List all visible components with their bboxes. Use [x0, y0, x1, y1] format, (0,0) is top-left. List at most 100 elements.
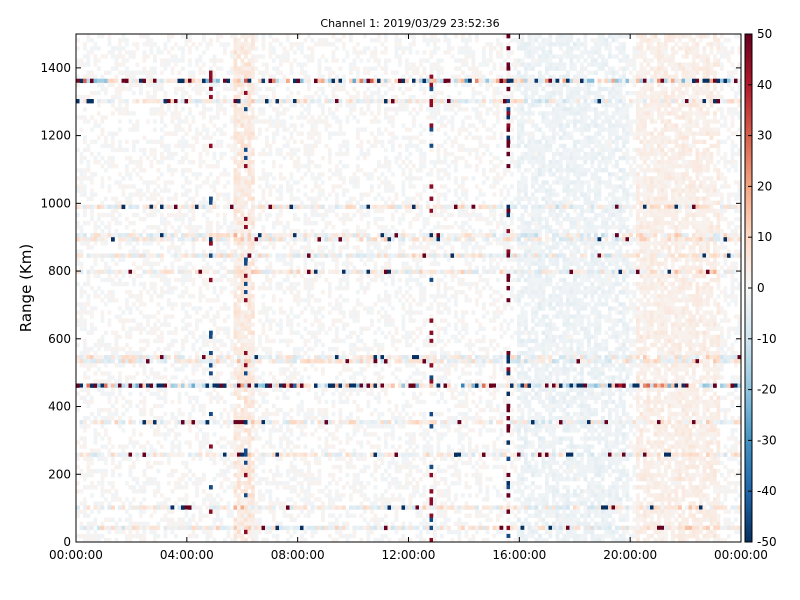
heatmap-cell: [583, 103, 588, 108]
heatmap-cell: [706, 34, 710, 39]
heatmap-cell: [331, 70, 336, 75]
heatmap-cell: [251, 131, 255, 136]
heatmap-cell: [730, 50, 735, 55]
heatmap-cell: [594, 58, 598, 63]
heatmap-cell: [265, 78, 269, 84]
heatmap-cell: [429, 34, 434, 39]
heatmap-cell: [580, 86, 584, 92]
heatmap-cell: [401, 46, 406, 51]
heatmap-cell: [499, 212, 504, 218]
heatmap-cell: [548, 143, 553, 149]
heatmap-cell: [552, 155, 556, 161]
heatmap-cell: [366, 208, 371, 214]
heatmap-cell: [352, 212, 357, 218]
heatmap-cell: [541, 196, 546, 201]
heatmap-cell: [447, 46, 451, 51]
heatmap-cell: [86, 78, 91, 84]
heatmap-cell: [727, 111, 731, 116]
heatmap-cell: [468, 66, 472, 71]
heatmap-cell: [734, 216, 738, 222]
heatmap-cell: [559, 119, 563, 124]
heatmap-cell: [93, 172, 98, 177]
heatmap-cell: [153, 188, 157, 193]
heatmap-cell: [674, 62, 679, 67]
heatmap-cell: [181, 46, 185, 51]
heatmap-cell: [580, 70, 584, 75]
heatmap-cell: [247, 212, 252, 218]
heatmap-cell: [632, 50, 637, 55]
heatmap-cell: [160, 70, 164, 75]
heatmap-cell: [552, 99, 556, 104]
heatmap-cell: [664, 42, 668, 47]
heatmap-cell: [279, 147, 283, 153]
heatmap-cell: [580, 184, 584, 189]
heatmap-cell: [524, 204, 528, 210]
heatmap-cell: [188, 188, 192, 193]
heatmap-cell: [671, 212, 675, 218]
heatmap-cell: [205, 151, 210, 157]
heatmap-cell: [160, 204, 164, 210]
heatmap-cell: [212, 151, 217, 157]
heatmap-cell: [468, 164, 472, 169]
heatmap-cell: [398, 143, 402, 149]
heatmap-cell: [531, 155, 535, 161]
heatmap-cell: [653, 78, 658, 84]
heatmap-cell: [678, 127, 682, 132]
heatmap-cell: [181, 143, 185, 149]
heatmap-cell: [289, 66, 294, 71]
heatmap-cell: [671, 164, 675, 169]
heatmap-cell: [716, 90, 721, 96]
heatmap-cell: [377, 78, 381, 84]
heatmap-cell: [307, 82, 311, 88]
heatmap-cell: [464, 147, 469, 153]
heatmap-cell: [559, 143, 563, 149]
heatmap-cell: [576, 90, 581, 96]
heatmap-cell: [541, 155, 546, 161]
heatmap-cell: [415, 135, 420, 140]
heatmap-cell: [433, 164, 437, 169]
heatmap-cell: [569, 46, 574, 51]
heatmap-cell: [265, 139, 269, 145]
heatmap-cell: [219, 127, 224, 132]
heatmap-cell: [541, 38, 546, 43]
heatmap-cell: [573, 54, 577, 59]
heatmap-cell: [100, 115, 105, 120]
heatmap-cell: [492, 90, 497, 96]
heatmap-cell: [737, 188, 742, 193]
heatmap-cell: [513, 204, 518, 210]
heatmap-cell: [524, 94, 528, 100]
heatmap-cell: [125, 111, 129, 116]
heatmap-cell: [566, 155, 570, 161]
heatmap-cell: [695, 115, 700, 120]
heatmap-cell: [380, 82, 385, 88]
heatmap-cell: [114, 58, 119, 63]
heatmap-cell: [492, 111, 497, 116]
heatmap-cell: [191, 159, 196, 165]
heatmap-cell: [576, 38, 581, 43]
heatmap-cell: [692, 94, 696, 100]
heatmap-cell: [370, 78, 374, 84]
heatmap-cell: [198, 111, 203, 116]
heatmap-cell: [321, 111, 325, 116]
heatmap-cell: [97, 58, 101, 63]
heatmap-cell: [639, 180, 644, 185]
heatmap-cell: [583, 216, 588, 222]
heatmap-cell: [681, 176, 686, 181]
heatmap-cell: [639, 86, 644, 92]
heatmap-cell: [622, 151, 626, 157]
heatmap-cell: [135, 212, 140, 218]
heatmap-cell: [244, 192, 248, 197]
heatmap-cell: [153, 58, 157, 63]
heatmap-cell: [254, 86, 259, 92]
heatmap-cell: [702, 200, 707, 205]
heatmap-cell: [370, 131, 374, 136]
heatmap-cell: [454, 78, 458, 84]
heatmap-cell: [720, 200, 724, 205]
heatmap-cell: [597, 204, 602, 210]
heatmap-cell: [429, 107, 434, 112]
heatmap-cell: [534, 200, 539, 205]
heatmap-cell: [471, 135, 476, 140]
heatmap-cell: [538, 159, 542, 165]
heatmap-cell: [580, 50, 584, 55]
heatmap-cell: [86, 164, 91, 169]
